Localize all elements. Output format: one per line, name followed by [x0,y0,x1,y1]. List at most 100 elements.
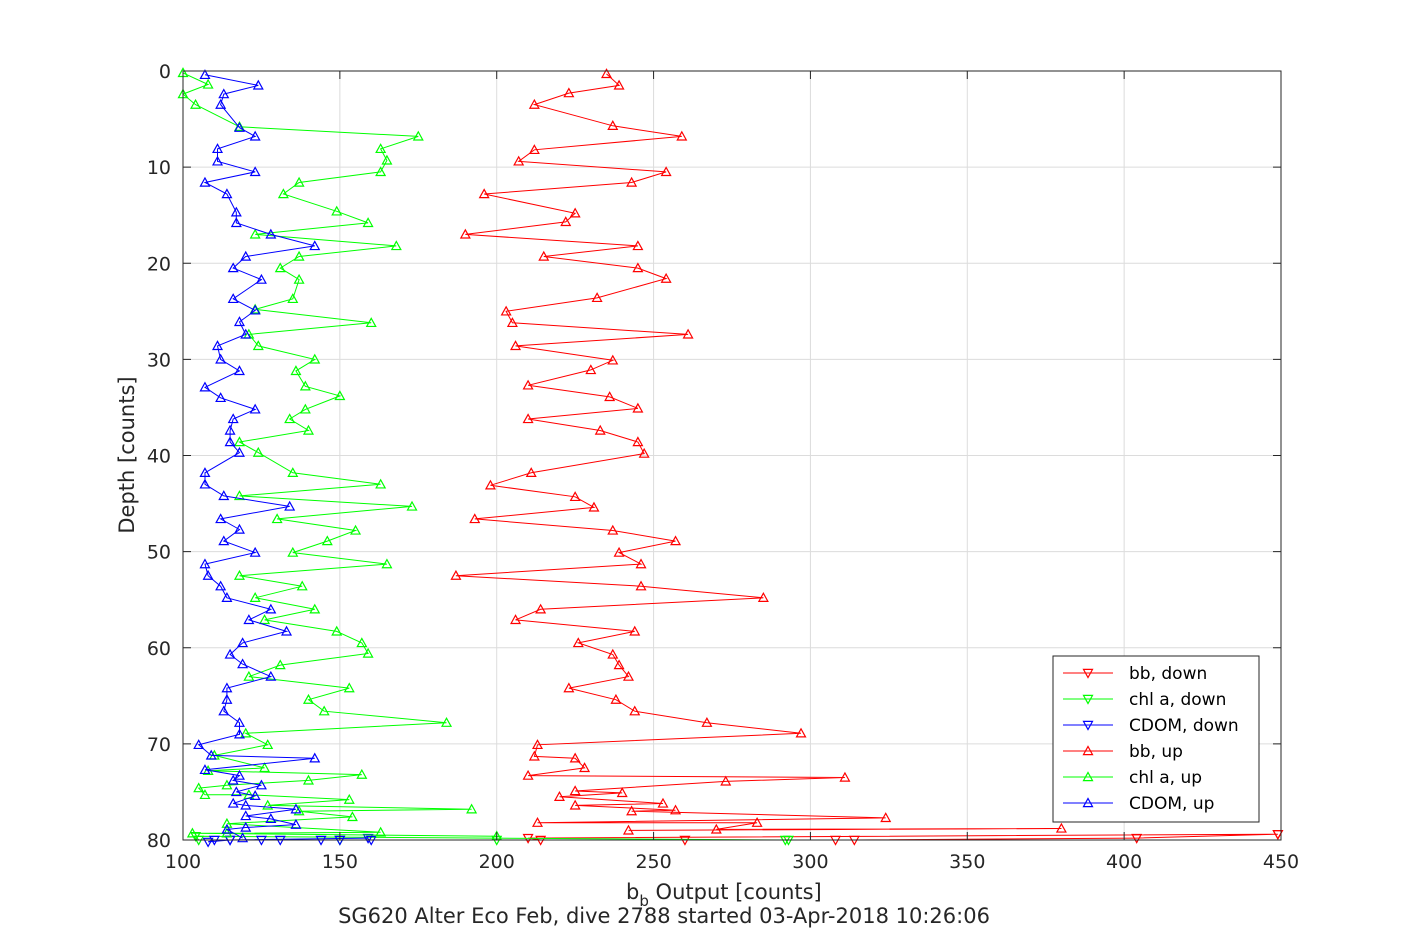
data-point [626,805,638,816]
data-point [579,762,591,773]
data-point [459,228,471,239]
data-point [199,789,211,800]
data-point [199,467,211,478]
legend-entry: chl a, up [1129,768,1202,788]
data-point [281,625,293,636]
data-point [795,727,807,738]
data-point [243,614,255,625]
data-point [240,821,252,832]
data-point [632,402,644,413]
y-tick-label: 40 [147,446,171,468]
data-point [635,558,647,569]
data-point [522,413,534,424]
data-point [240,727,252,738]
y-axis-label: Depth [counts] [115,376,139,533]
data-point [202,569,214,580]
data-point [484,479,496,490]
data-point [190,98,202,109]
data-point [591,292,603,303]
y-tick-label: 0 [159,61,171,83]
data-point [525,467,537,478]
x-tick-label: 200 [479,851,515,873]
data-point [199,558,211,569]
legend: bb, down chl a, down CDOM, down bb, up chl a… [1052,655,1260,823]
data-point [233,446,245,457]
data-point [613,79,625,90]
data-point [249,790,261,800]
data-point [538,250,550,261]
data-point [356,768,368,779]
data-point [528,750,540,761]
data-point [531,739,544,750]
data-point [635,580,647,591]
data-point [375,478,387,489]
data-point [594,424,606,435]
data-point [218,88,230,99]
data-point [186,827,198,838]
data-point [880,812,892,823]
x-tick-label: 150 [322,851,358,873]
data-point [230,217,242,228]
data-point [632,262,644,273]
data-point [274,659,286,670]
x-tick-label: 350 [949,851,985,873]
data-point [293,273,305,284]
data-point [233,365,245,376]
data-point [839,771,851,782]
data-point [233,769,245,780]
data-point [199,381,211,392]
data-point [302,424,315,435]
data-point [259,614,271,625]
data-point [676,130,688,141]
data-point [221,592,233,602]
data-point [218,490,230,501]
data-point [751,816,763,827]
x-axis-label-sub: b [639,892,649,910]
data-point [287,293,299,304]
legend-entry: CDOM, up [1129,794,1214,814]
data-point [221,682,233,693]
legend-marker [1082,771,1094,782]
data-point [227,774,239,785]
data-point [193,782,205,793]
data-point [252,446,264,457]
series-chl-a-up [177,67,503,841]
data-point [290,365,302,376]
data-point [240,799,252,810]
y-tick-label: 20 [147,253,171,275]
data-point [284,413,296,424]
data-point [277,188,289,199]
data-point [381,154,393,165]
data-point [265,670,277,681]
data-point [218,705,230,716]
data-point [510,340,522,351]
data-point [610,693,622,704]
data-point [670,535,682,546]
data-point [535,603,547,614]
data-point [233,569,245,580]
legend-entry: bb, down [1129,664,1207,684]
data-point [309,603,321,614]
data-point [293,250,305,261]
data-point [622,824,634,835]
data-point [616,787,628,798]
data-point [607,120,619,130]
data-point [569,491,581,502]
data-point [255,779,267,790]
data-point [233,121,245,132]
data-point [569,799,581,810]
data-point [569,785,581,796]
data-point [506,317,518,328]
data-point [233,490,245,501]
data-point [560,216,572,227]
data-point [265,813,277,824]
x-tick-label: 100 [165,851,201,873]
data-point [632,436,644,447]
x-tick-label: 400 [1106,851,1142,873]
data-point [215,98,227,109]
data-point [331,625,343,636]
data-point [757,592,769,602]
data-point [221,693,233,704]
legend-marker [1082,694,1094,705]
series-bb-up [450,68,1067,835]
